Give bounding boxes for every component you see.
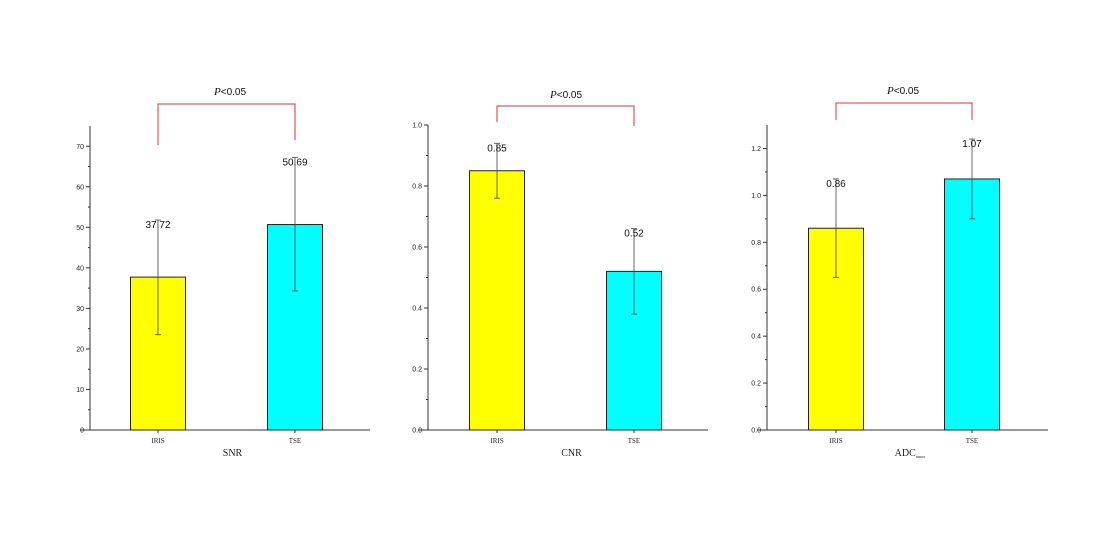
y-tick-label: 70: [76, 144, 84, 151]
y-tick-label: 0.0: [751, 428, 761, 435]
significance-comparator: <: [221, 87, 227, 98]
x-category-label: IRIS: [490, 437, 503, 445]
x-category-label: IRIS: [151, 437, 164, 445]
y-tick-label: 0.2: [412, 367, 422, 374]
significance-label: P<0.05: [886, 85, 919, 97]
y-tick-label: 30: [76, 306, 84, 313]
bar-value-label: 0.52: [624, 229, 644, 240]
x-axis-title-subscript: tumor: [916, 454, 926, 459]
x-axis-title: SNR: [223, 448, 243, 459]
y-tick-label: 10: [76, 387, 84, 394]
x-axis-title: CNR: [561, 448, 582, 459]
adc-chart-panel: 0.0 0.2 0.4 0.6 0.8 1.0 1.2 0.86 IRIS 1.07 TSE ADCt…: [751, 85, 1048, 459]
y-tick-label: 60: [76, 184, 84, 191]
y-tick-label: 0.8: [412, 184, 422, 191]
significance-threshold: 0.05: [563, 90, 583, 101]
y-tick-label: 20: [76, 346, 84, 353]
y-tick-label: 0.6: [751, 287, 761, 294]
y-tick-label: 1.0: [751, 193, 761, 200]
x-category-label: TSE: [966, 437, 978, 445]
significance-threshold: 0.05: [900, 86, 920, 97]
x-category-label: TSE: [289, 437, 301, 445]
significance-comparator: <: [894, 86, 900, 97]
significance-bracket: [496, 105, 635, 126]
x-axis-title: ADCtumor: [895, 448, 926, 459]
cnr-chart-panel: 0.0 0.2 0.4 0.6 0.8 1.0 0.85 IRIS 0.52 TSE CNR P<0.…: [412, 89, 708, 459]
y-tick-label: 50: [76, 225, 84, 232]
significance-label: P<0.05: [213, 86, 246, 98]
bar-value-label: 50.69: [282, 158, 307, 169]
y-tick-label: 0.0: [412, 428, 422, 435]
bar-iris: [469, 170, 525, 431]
significance-bracket: [835, 102, 973, 120]
bar-value-label: 0.85: [487, 143, 507, 154]
snr-chart-panel: 0 10 20 30 40 50 60 70 37.72 IRIS 50.69 TSE SNR P<0.0…: [76, 86, 370, 459]
y-tick-label: 0: [80, 428, 84, 435]
bar-value-label: 0.86: [826, 179, 846, 190]
significance-threshold: 0.05: [227, 87, 247, 98]
significance-p-symbol: P: [549, 89, 557, 101]
y-tick-label: 40: [76, 265, 84, 272]
y-tick-label: 0.2: [751, 381, 761, 388]
y-tick-label: 1.2: [751, 146, 761, 153]
significance-p-symbol: P: [213, 86, 221, 98]
significance-bracket: [157, 103, 296, 145]
significance-label: P<0.05: [549, 89, 582, 101]
y-tick-label: 1.0: [412, 123, 422, 130]
x-category-label: IRIS: [829, 437, 842, 445]
y-tick-label: 0.6: [412, 245, 422, 252]
y-tick-label: 0.8: [751, 240, 761, 247]
y-tick-label: 0.4: [412, 306, 422, 313]
x-category-label: TSE: [628, 437, 640, 445]
y-tick-label: 0.4: [751, 334, 761, 341]
bar-value-label: 1.07: [962, 139, 982, 150]
bar-value-label: 37.72: [145, 220, 170, 231]
significance-comparator: <: [557, 90, 563, 101]
significance-p-symbol: P: [886, 85, 894, 97]
